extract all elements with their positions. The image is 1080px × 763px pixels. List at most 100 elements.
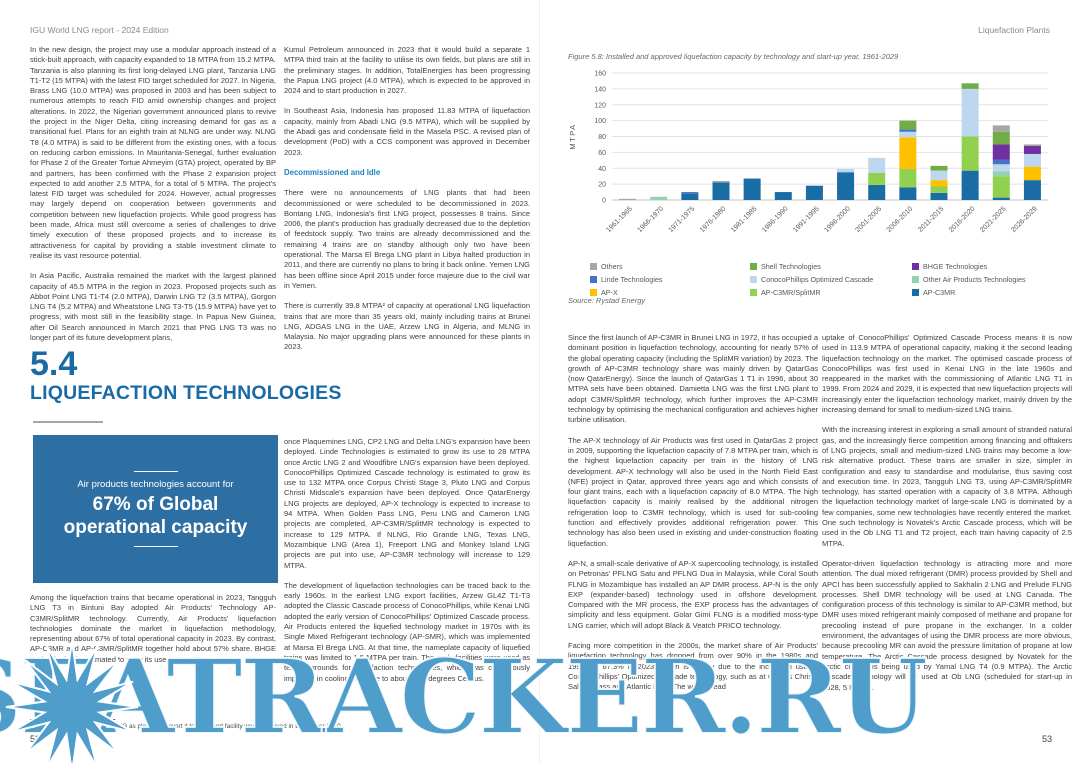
legend-swatch	[750, 289, 757, 296]
legend-swatch	[750, 276, 757, 283]
bar-segment	[774, 192, 792, 200]
page-fold-divider	[539, 0, 540, 763]
bar-segment	[712, 182, 730, 200]
svg-text:2026-2029: 2026-2029	[1010, 205, 1039, 234]
callout-rule-top	[133, 471, 178, 472]
callout-intro: Air products technologies account for	[77, 479, 234, 490]
bar-segment	[992, 159, 1010, 165]
legend-swatch	[590, 263, 597, 270]
paragraph: Kumul Petroleum announced in 2023 that i…	[284, 45, 530, 96]
legend-swatch	[912, 276, 919, 283]
bar-segment	[805, 185, 823, 200]
legend-label: AP-X	[601, 288, 618, 297]
legend-swatch	[590, 289, 597, 296]
bar-segment	[1023, 180, 1041, 200]
legend-label: BHGE Technologies	[923, 262, 988, 271]
legend-label: AP-C3MR	[923, 288, 956, 297]
legend-label: ConocoPhillips Optimized Cascade	[761, 275, 874, 284]
bar-segment	[992, 176, 1010, 198]
legend-item: BHGE Technologies	[912, 260, 1060, 273]
legend-item: AP-C3MR	[912, 286, 1060, 299]
paragraph: There is currently 39.8 MTPA² of capacit…	[284, 301, 530, 352]
svg-text:2021-2025: 2021-2025	[979, 205, 1008, 234]
bar-segment	[899, 169, 917, 188]
paragraph: Since the first launch of AP-C3MR in Bru…	[568, 333, 818, 425]
bar-segment	[961, 170, 979, 200]
bar-segment	[868, 184, 886, 200]
callout-stat: 67% of Global operational capacity	[63, 494, 248, 538]
svg-text:80: 80	[598, 134, 606, 141]
bar-segment	[930, 192, 948, 200]
legend-swatch	[912, 289, 919, 296]
section-title: LIQUEFACTION TECHNOLOGIES	[30, 382, 342, 404]
svg-text:2016-2020: 2016-2020	[948, 205, 977, 234]
svg-text:1976-1980: 1976-1980	[699, 205, 728, 234]
bar-segment	[712, 180, 730, 183]
section-number: 5.4	[30, 345, 78, 383]
svg-text:1961-1965: 1961-1965	[605, 205, 634, 234]
paragraph: The AP-X technology of Air Products was …	[568, 435, 818, 548]
paragraph: In Southeast Asia, Indonesia has propose…	[284, 106, 530, 157]
bar-segment	[899, 129, 917, 132]
svg-text:2001-2005: 2001-2005	[855, 205, 884, 234]
bar-segment	[961, 88, 979, 137]
bar-segment	[930, 165, 948, 171]
paragraph: The development of liquefaction technolo…	[284, 580, 530, 683]
page-number-left: 52	[30, 734, 41, 744]
legend-label: Shell Technologies	[761, 262, 821, 271]
legend-item: ConocoPhillips Optimized Cascade	[750, 273, 912, 286]
figure-caption: Figure 5.8: Installed and approved lique…	[568, 52, 899, 61]
bar-segment	[868, 173, 886, 185]
paragraph: uptake of ConocoPhillips' Optimized Casc…	[822, 333, 1072, 415]
svg-text:100: 100	[594, 118, 606, 125]
right-page-column-2: uptake of ConocoPhillips' Optimized Casc…	[822, 333, 1072, 703]
bar-segment	[899, 120, 917, 130]
paragraph: once Plaquemines LNG, CP2 LNG and Delta …	[284, 437, 530, 570]
svg-text:1991-1995: 1991-1995	[792, 205, 821, 234]
bar-segment	[650, 196, 668, 200]
legend-label: Other Air Products Technologies	[923, 275, 1026, 284]
bar-segment	[743, 178, 761, 200]
paragraph: AP-N, a small-scale derivative of AP-X s…	[568, 558, 818, 630]
bar-segment	[868, 157, 886, 174]
legend-item: Linde Technologies	[590, 273, 750, 286]
legend-item: Other Air Products Technologies	[912, 273, 1060, 286]
bar-segment	[837, 169, 855, 173]
bar-segment	[930, 186, 948, 193]
svg-text:0: 0	[602, 198, 606, 205]
bar-segment	[992, 197, 1010, 200]
svg-text:120: 120	[594, 102, 606, 109]
paragraph: In the new design, the project may use a…	[30, 45, 276, 260]
paragraph: Facing more competition in the 2000s, th…	[568, 641, 818, 692]
svg-text:160: 160	[594, 71, 606, 78]
legend-label: Linde Technologies	[601, 275, 663, 284]
legend-swatch	[912, 263, 919, 270]
paragraph: Operator-driven liquefaction technology …	[822, 558, 1072, 692]
bar-segment	[899, 131, 917, 138]
left-page-column-2: Kumul Petroleum announced in 2023 that i…	[284, 45, 530, 363]
bar-segment	[681, 192, 699, 194]
svg-text:20: 20	[598, 182, 606, 189]
paragraph: There were no announcements of LNG plant…	[284, 188, 530, 290]
legend-item: Shell Technologies	[750, 260, 912, 273]
legend-label: AP-C3MR/SplitMR	[761, 288, 821, 297]
svg-text:60: 60	[598, 150, 606, 157]
legend-label: Others	[601, 262, 623, 271]
svg-text:1981-1985: 1981-1985	[730, 205, 759, 234]
bar-segment	[1023, 153, 1041, 167]
bar-segment	[930, 180, 948, 187]
callout-box: Air products technologies account for 67…	[33, 435, 278, 583]
bar-segment	[992, 144, 1010, 160]
bar-segment	[837, 172, 855, 200]
paragraph: In Asia Pacific, Australia remained the …	[30, 271, 276, 343]
bar-segment	[992, 125, 1010, 132]
chart-legend: Others Shell Technologies BHGE Technologie…	[590, 260, 1060, 299]
svg-text:1966-1970: 1966-1970	[637, 205, 666, 234]
bar-segment	[992, 131, 1010, 145]
chart-source: Source: Rystad Energy	[568, 296, 646, 305]
svg-text:40: 40	[598, 166, 606, 173]
callout-rule-bottom	[133, 546, 178, 547]
bar-segment	[961, 136, 979, 171]
bar-segment	[992, 171, 1010, 177]
running-header-right: Liquefaction Plants	[978, 25, 1050, 35]
